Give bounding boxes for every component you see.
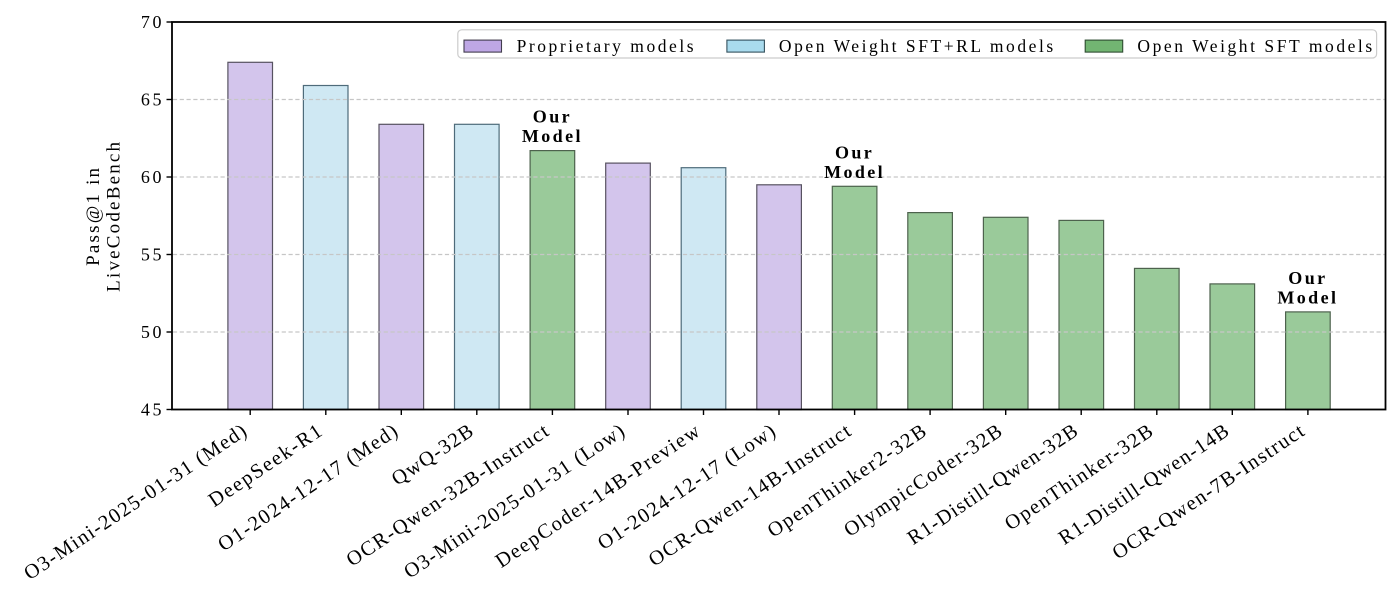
svg-text:Open Weight SFT+RL models: Open Weight SFT+RL models: [779, 36, 1056, 56]
svg-text:Open Weight SFT models: Open Weight SFT models: [1137, 36, 1374, 56]
svg-text:Pass@1 in: Pass@1 in: [83, 166, 104, 266]
svg-text:60: 60: [141, 167, 164, 187]
svg-text:70: 70: [141, 12, 164, 32]
svg-text:55: 55: [141, 245, 164, 265]
svg-text:50: 50: [141, 322, 164, 342]
svg-text:Our: Our: [533, 107, 572, 127]
svg-text:Proprietary models: Proprietary models: [517, 36, 697, 56]
svg-text:Model: Model: [522, 126, 583, 146]
svg-text:Model: Model: [824, 162, 885, 182]
svg-text:45: 45: [141, 400, 164, 420]
svg-text:LiveCodeBench: LiveCodeBench: [104, 140, 125, 292]
svg-text:Model: Model: [1277, 288, 1338, 308]
svg-text:65: 65: [141, 90, 164, 110]
svg-text:Our: Our: [1288, 268, 1327, 288]
svg-text:Our: Our: [835, 142, 874, 162]
